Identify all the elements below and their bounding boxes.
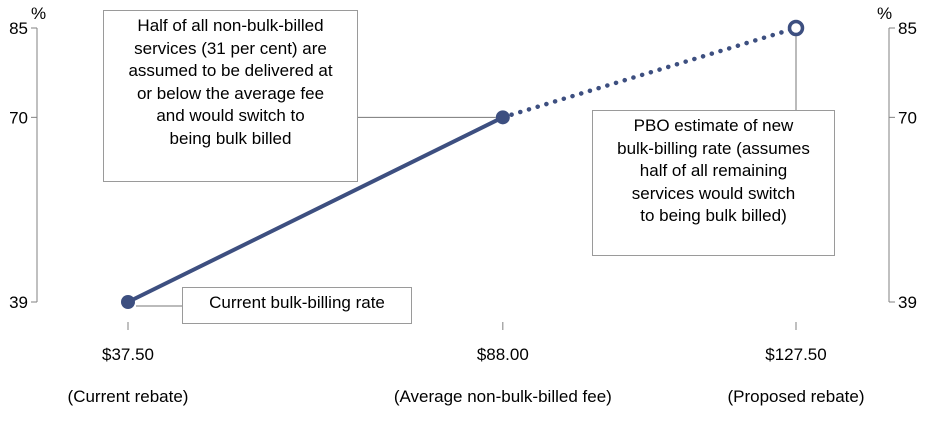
right-y-tick-label: 39 <box>898 293 917 312</box>
series-lines <box>126 25 799 304</box>
x-tick-label: $127.50 <box>765 345 826 364</box>
data-markers <box>121 19 805 309</box>
x-tick-label: $88.00 <box>477 345 529 364</box>
right-y-tick-label: 70 <box>898 108 917 127</box>
annotation-line: bulk-billing rate (assumes <box>617 138 810 158</box>
annotation-line: services (31 per cent) are <box>134 38 327 58</box>
left-y-tick-label: 85 <box>9 19 28 38</box>
projection-line-dotted <box>500 25 799 120</box>
x-sub-label: (Proposed rebate) <box>727 387 864 406</box>
trend-line-solid <box>126 115 505 304</box>
annotation-line: Current bulk-billing rate <box>209 293 385 312</box>
left-y-tick-label: 70 <box>9 108 28 127</box>
axis-labels: 39 70 85 39 70 85% % $37.50 (Current rebate) $88.… <box>9 4 917 406</box>
annotation-pbo-estimate: PBO estimate of new bulk-billing rate (as… <box>592 110 835 256</box>
left-y-unit-label: % <box>31 4 46 23</box>
annotation-half-switch: Half of all non-bulk-billed services (31 … <box>103 10 358 182</box>
annotation-line: half of all remaining <box>639 161 788 180</box>
annotation-line: PBO estimate of new <box>633 116 794 135</box>
marker-filled <box>495 110 510 125</box>
annotation-line: and would switch to <box>156 106 305 125</box>
annotation-current-rate: Current bulk-billing rate <box>182 287 412 324</box>
marker-hollow <box>787 19 805 37</box>
annotation-line: Half of all non-bulk-billed <box>137 16 324 35</box>
right-y-unit-label: % <box>877 4 892 23</box>
x-sub-label: (Average non-bulk-billed fee) <box>394 387 612 406</box>
annotation-connectors <box>136 36 797 307</box>
left-y-tick-label: 39 <box>9 293 28 312</box>
x-sub-label: (Current rebate) <box>68 387 189 406</box>
annotation-line: or below the average fee <box>136 83 325 103</box>
marker-filled <box>121 295 135 309</box>
x-tick-label: $37.50 <box>102 345 154 364</box>
annotation-line: assumed to be delivered at <box>128 61 333 80</box>
annotation-line: services would switch <box>631 183 796 203</box>
annotation-line: being bulk billed <box>169 128 292 148</box>
right-y-tick-label: 85 <box>898 19 917 38</box>
annotation-line: to being bulk billed) <box>640 206 787 225</box>
axes <box>31 27 895 330</box>
